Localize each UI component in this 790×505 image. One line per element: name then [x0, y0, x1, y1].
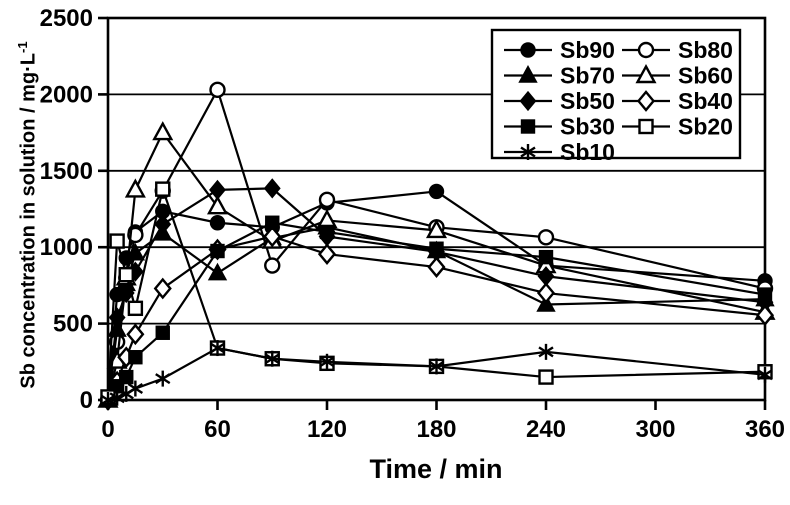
asterisk-marker — [520, 144, 536, 160]
y-axis-title-superscript: -1 — [15, 41, 30, 54]
diamond-marker — [263, 225, 282, 248]
triangle-marker — [425, 218, 448, 239]
circle-marker — [537, 229, 555, 246]
square-marker — [319, 224, 335, 240]
legend-entry-Sb50: Sb50 — [504, 88, 615, 114]
diamond-marker — [126, 323, 145, 346]
x-tick-label: 360 — [745, 416, 785, 443]
legend-entry-Sb60: Sb60 — [622, 63, 733, 89]
diamond-marker — [519, 90, 537, 112]
square-marker — [429, 241, 444, 256]
asterisk-marker — [538, 343, 554, 360]
legend-label: Sb60 — [678, 63, 733, 89]
diamond-marker — [263, 178, 281, 199]
asterisk-marker — [100, 392, 116, 408]
square-marker — [128, 350, 143, 365]
legend-entry-Sb30: Sb30 — [504, 114, 615, 140]
square-marker — [520, 119, 536, 134]
legend-label: Sb70 — [560, 63, 615, 89]
circle-marker — [520, 42, 536, 58]
legend-entry-Sb80: Sb80 — [622, 37, 733, 63]
square-marker — [155, 325, 170, 340]
x-tick-label: 120 — [307, 416, 347, 443]
asterisk-marker — [109, 389, 125, 406]
diamond-marker — [317, 243, 337, 265]
legend-label: Sb40 — [678, 88, 733, 114]
circle-marker — [637, 41, 655, 59]
diamond-marker — [154, 214, 172, 235]
y-tick-label: 1000 — [40, 234, 93, 261]
y-tick-label: 2500 — [40, 5, 93, 32]
y-axis-title: Sb concentration in solution / mg·L-1 — [7, 0, 40, 465]
diamond-marker — [153, 277, 172, 300]
legend-entry-Sb20: Sb20 — [622, 114, 733, 140]
legend-entry-Sb40: Sb40 — [622, 88, 733, 114]
legend-label: Sb20 — [678, 114, 733, 140]
legend-label: Sb80 — [678, 37, 733, 63]
circle-marker — [428, 183, 445, 200]
legend-label: Sb10 — [560, 139, 615, 165]
asterisk-marker — [428, 358, 445, 375]
x-tick-label: 0 — [101, 416, 114, 443]
x-tick-label: 60 — [204, 416, 231, 443]
triangle-marker — [207, 262, 228, 281]
square-marker — [638, 118, 654, 135]
asterisk-marker — [127, 380, 144, 397]
triangle-marker — [124, 178, 146, 198]
legend: Sb90 Sb80 Sb70 Sb60 Sb50 Sb40 Sb30 Sb20 Sb10 — [490, 28, 742, 165]
triangle-marker — [152, 121, 174, 141]
square-marker — [118, 267, 134, 283]
legend-entry-Sb90: Sb90 — [504, 37, 615, 63]
square-marker — [757, 287, 773, 302]
square-marker — [538, 249, 554, 265]
circle-marker — [264, 257, 281, 274]
square-marker — [265, 215, 280, 230]
asterisk-marker — [757, 366, 773, 383]
triangle-marker — [635, 64, 657, 84]
y-axis-title-text: Sb concentration in solution / mg·L — [17, 53, 40, 389]
diamond-marker — [755, 304, 775, 327]
asterisk-marker — [209, 340, 226, 357]
x-axis: 0 60 120 180 240 300 360 — [101, 400, 785, 443]
legend-label: Sb50 — [560, 88, 615, 114]
x-tick-label: 240 — [526, 416, 566, 443]
circle-marker — [209, 215, 226, 231]
diamond-marker — [209, 179, 226, 200]
y-tick-label: 500 — [53, 311, 93, 338]
triangle-marker — [125, 242, 146, 261]
legend-label: Sb30 — [560, 114, 615, 140]
legend-entry-Sb10: Sb10 — [504, 139, 615, 165]
x-tick-label: 300 — [635, 416, 675, 443]
asterisk-marker — [155, 370, 171, 387]
asterisk-marker — [264, 350, 280, 367]
square-marker — [210, 243, 225, 259]
square-marker — [109, 233, 125, 249]
square-marker — [119, 369, 134, 385]
y-tick-label: 2000 — [40, 81, 93, 108]
diamond-marker — [536, 282, 556, 304]
y-tick-label: 0 — [80, 387, 93, 414]
asterisk-marker — [319, 353, 335, 370]
circle-marker — [209, 81, 226, 99]
series-Sb10 — [100, 340, 773, 408]
x-axis-title: Time / min — [369, 454, 503, 484]
triangle-marker — [206, 195, 229, 215]
y-axis: 0 500 1000 1500 2000 2500 — [40, 5, 108, 414]
legend-label: Sb90 — [560, 37, 615, 63]
diamond-marker — [427, 256, 446, 278]
legend-entry-Sb70: Sb70 — [504, 63, 615, 89]
y-tick-label: 1500 — [40, 158, 93, 185]
square-marker — [538, 369, 554, 385]
triangle-marker — [518, 65, 538, 83]
diamond-marker — [636, 90, 656, 112]
square-marker — [155, 181, 171, 197]
x-tick-label: 180 — [416, 416, 456, 443]
circle-marker — [318, 191, 336, 209]
square-marker — [127, 300, 144, 317]
